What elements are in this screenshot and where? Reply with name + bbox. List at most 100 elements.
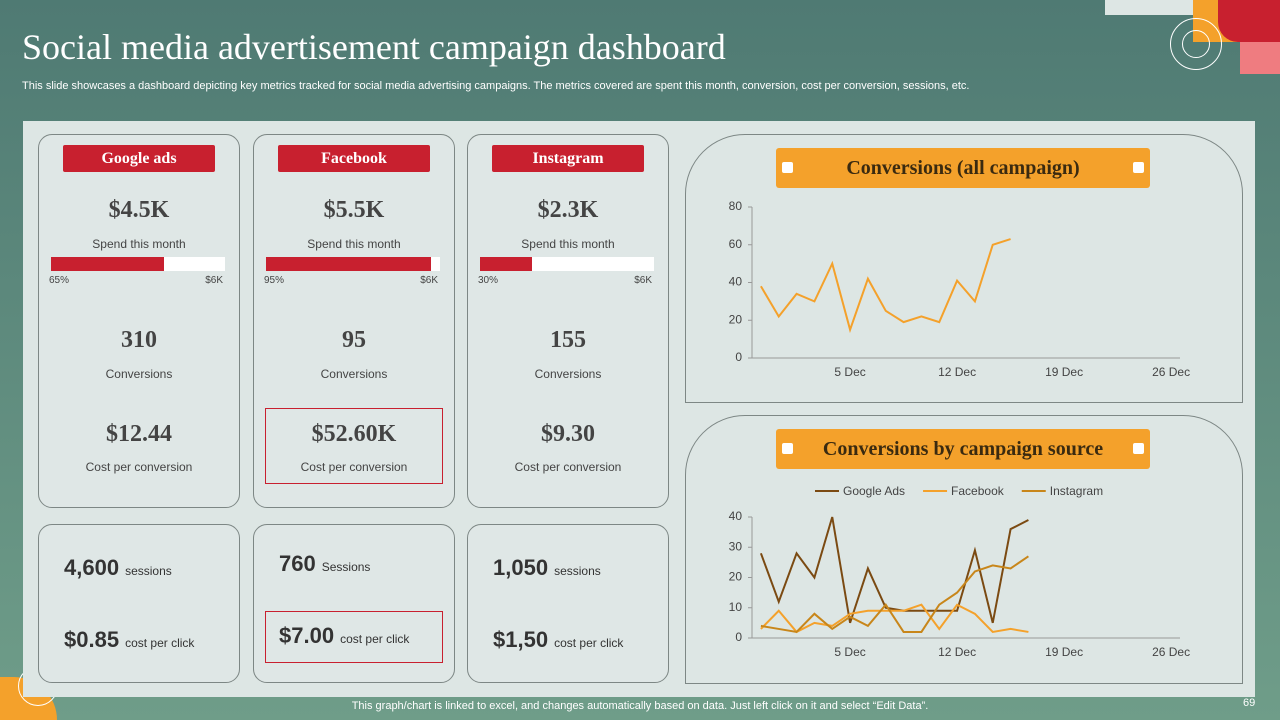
spend-value: $5.5K (323, 197, 385, 223)
progress-label: 30% (478, 275, 499, 286)
footer: This graph/chart is linked to excel, and… (351, 700, 929, 712)
cost-per-click-value: $1,50 (493, 627, 549, 652)
series-line (760, 603, 1029, 634)
sessions-label: sessions (554, 564, 601, 578)
y-tick-label: 20 (729, 312, 743, 326)
highlight-box (265, 408, 443, 484)
sessions-card: 1,050 sessions $1,50 cost per click (467, 524, 669, 683)
progress-track (51, 257, 225, 271)
y-tick-label: 20 (729, 570, 743, 584)
series-line (760, 238, 1011, 334)
cost-per-click-value: $0.85 (64, 627, 120, 652)
x-tick-label: 26 Dec (1152, 365, 1190, 379)
platform-name: Facebook (278, 145, 430, 172)
deco-red (1218, 0, 1280, 42)
y-tick-label: 80 (729, 199, 743, 213)
x-tick-label: 19 Dec (1045, 365, 1083, 379)
sessions-card: 760 Sessions $7.00 cost per click (253, 524, 455, 683)
deco-strip (1105, 0, 1195, 15)
cost-per-click-row: $0.85 cost per click (64, 627, 194, 653)
series-line (759, 516, 1029, 624)
progress-track (266, 257, 440, 271)
platform-card: Facebook $5.5K Spend this month 95% $6K 95 Con… (253, 134, 455, 508)
chart-badge: Conversions (all campaign) (776, 148, 1150, 188)
progress-fill (266, 257, 432, 271)
sessions-row: 1,050 sessions (493, 555, 601, 581)
chart-title: Conversions (all campaign) (846, 157, 1080, 179)
y-tick-label: 10 (729, 600, 743, 614)
platform-card: Google ads $4.5K Spend this month 65% $6K 310… (38, 134, 240, 508)
title: Social media advertisement campaign dash… (22, 27, 726, 67)
cost-per-conversion-value: $9.30 (541, 421, 595, 447)
legend-label: Google Ads (843, 484, 905, 498)
chart-panel (685, 134, 1243, 403)
page-number: 69 (1243, 697, 1256, 709)
cost-per-click-row: $1,50 cost per click (493, 627, 623, 653)
conversions-value: 310 (121, 327, 157, 353)
conversions-value: 155 (550, 327, 586, 353)
progress-label: 95% (264, 275, 285, 286)
spend-label: Spend this month (521, 237, 615, 251)
sessions-card: 4,600 sessions $0.85 cost per click (38, 524, 240, 683)
deco-pink (1240, 42, 1280, 74)
spend-label: Spend this month (307, 237, 401, 251)
spend-label: Spend this month (92, 237, 186, 251)
sessions-label: Sessions (321, 560, 371, 574)
progress-fill (51, 257, 165, 271)
platform-name: Google ads (63, 145, 215, 172)
sessions-label: sessions (125, 564, 172, 578)
cost-per-click-row: $7.00 cost per click (279, 623, 409, 649)
subtitle: This slide showcases a dashboard depicti… (22, 80, 970, 92)
y-tick-label: 0 (735, 630, 742, 644)
conversions-label: Conversions (105, 367, 173, 381)
sessions-value: 4,600 (64, 555, 120, 580)
progress-label: 65% (49, 275, 70, 286)
legend-label: Instagram (1050, 484, 1103, 498)
sessions-value: 760 (279, 551, 316, 576)
cost-per-conversion-value: $12.44 (106, 421, 172, 447)
y-tick-label: 40 (729, 275, 743, 289)
y-tick-label: 30 (729, 539, 743, 553)
chart-badge: Conversions by campaign source (776, 429, 1150, 469)
conversions-value: 95 (342, 327, 366, 353)
y-tick-label: 40 (729, 509, 743, 523)
cost-per-click-label: cost per click (340, 632, 410, 646)
x-tick-label: 12 Dec (938, 645, 976, 659)
deco-circle (1170, 18, 1222, 70)
cost-per-click-label: cost per click (554, 636, 624, 650)
platform-name: Instagram (492, 145, 644, 172)
y-tick-label: 60 (729, 237, 743, 251)
deco-circle (1182, 30, 1210, 58)
x-tick-label: 5 Dec (834, 645, 865, 659)
chart-panel (685, 415, 1243, 684)
sessions-row: 760 Sessions (279, 551, 370, 577)
max-label: $6K (420, 275, 438, 286)
max-label: $6K (205, 275, 223, 286)
platform-card: Instagram $2.3K Spend this month 30% $6K 155 C… (467, 134, 669, 508)
chart-title: Conversions by campaign source (822, 438, 1104, 460)
spend-value: $4.5K (108, 197, 170, 223)
conversions-label: Conversions (534, 367, 602, 381)
cost-per-conversion-label: Cost per conversion (300, 460, 408, 474)
cost-per-click-value: $7.00 (279, 623, 335, 648)
x-tick-label: 12 Dec (938, 365, 976, 379)
progress-fill (480, 257, 533, 271)
conversions-label: Conversions (320, 367, 388, 381)
spend-value: $2.3K (537, 197, 599, 223)
cost-per-conversion-value: $52.60K (311, 421, 397, 447)
x-tick-label: 19 Dec (1045, 645, 1083, 659)
x-tick-label: 5 Dec (834, 365, 865, 379)
sessions-row: 4,600 sessions (64, 555, 172, 581)
legend-label: Facebook (951, 484, 1005, 498)
progress-track (480, 257, 654, 271)
x-tick-label: 26 Dec (1152, 645, 1190, 659)
highlight-box (265, 611, 443, 663)
y-tick-label: 0 (735, 350, 742, 364)
cost-per-conversion-label: Cost per conversion (514, 460, 622, 474)
series-line (760, 555, 1029, 634)
cost-per-conversion-label: Cost per conversion (85, 460, 193, 474)
max-label: $6K (634, 275, 652, 286)
cost-per-click-label: cost per click (125, 636, 195, 650)
